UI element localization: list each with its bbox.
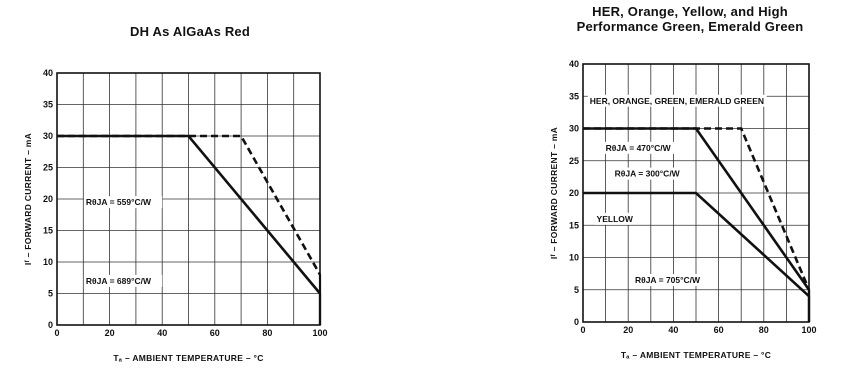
- series-line-0: [583, 127, 811, 291]
- annotation-bg: [594, 212, 631, 225]
- x-tick-label: 0: [580, 325, 585, 335]
- x-tick-label: 100: [312, 328, 327, 338]
- annotation-label: RθJA = 300°C/W: [615, 169, 681, 179]
- series-line-1: [583, 127, 811, 291]
- y-tick-label: 15: [43, 226, 53, 236]
- chart-panel-right: HER, Orange, Yellow, and High Performanc…: [420, 0, 846, 378]
- x-axis-label: Tₐ – AMBIENT TEMPERATURE – °C: [621, 350, 771, 360]
- x-tick-label: 0: [54, 328, 59, 338]
- y-axis-label: Iᶠ – FORWARD CURRENT – mA: [23, 133, 33, 265]
- x-tick-label: 20: [105, 328, 115, 338]
- x-tick-label: 80: [759, 325, 769, 335]
- x-tick-label: 60: [210, 328, 220, 338]
- y-tick-label: 40: [569, 59, 579, 69]
- y-tick-label: 30: [43, 131, 53, 141]
- y-tick-label: 25: [43, 163, 53, 173]
- x-tick-label: 60: [714, 325, 724, 335]
- x-tick-label: 40: [668, 325, 678, 335]
- y-tick-label: 25: [569, 156, 579, 166]
- y-tick-label: 0: [574, 317, 579, 327]
- y-tick-label: 0: [48, 320, 53, 330]
- chart-title: HER, Orange, Yellow, and High Performanc…: [540, 4, 840, 34]
- y-tick-label: 5: [48, 289, 53, 299]
- y-tick-label: 20: [43, 194, 53, 204]
- y-tick-label: 40: [43, 68, 53, 78]
- y-tick-label: 10: [43, 257, 53, 267]
- annotation-label: YELLOW: [597, 214, 634, 224]
- x-tick-label: 80: [262, 328, 272, 338]
- annotation-label: RθJA = 689°C/W: [86, 276, 152, 286]
- y-tick-label: 35: [43, 100, 53, 110]
- chart-title-line: DH As AlGaAs Red: [130, 24, 250, 39]
- y-tick-label: 5: [574, 285, 579, 295]
- annotation-bg: [603, 141, 682, 154]
- chart-left: 0 20 40 60 80 100 0 5 10 15 20 25 30 35 40 Tₐ – AMBIENT…: [23, 68, 328, 363]
- chart-right: 0 20 40 60 80 100 0 5 10 15 20 25 30 35 40 Tₐ – AMBIENT…: [549, 59, 817, 360]
- x-axis-label: Tₐ – AMBIENT TEMPERATURE – °C: [113, 353, 263, 363]
- annotation-bg: [632, 274, 712, 287]
- y-tick-label: 20: [569, 188, 579, 198]
- chart-title: DH As AlGaAs Red: [40, 24, 340, 39]
- annotation-bg: [612, 167, 691, 180]
- annotation-bg: [83, 196, 163, 209]
- y-tick-label: 30: [569, 124, 579, 134]
- chart-panel-left: DH As AlGaAs Red 0 20 40 60 80 100 0 5 10 15 20 25 3…: [0, 0, 420, 378]
- plot-frame: [56, 72, 321, 326]
- annotation-label: HER, ORANGE, GREEN, EMERALD GREEN: [590, 96, 764, 106]
- series-line-2: [583, 191, 810, 298]
- y-axis-label: Iᶠ – FORWARD CURRENT – mA: [549, 127, 559, 259]
- annotation-label: RθJA = 559°C/W: [86, 197, 152, 207]
- chart-title-line-2: Performance Green, Emerald Green: [576, 19, 804, 34]
- x-tick-label: 100: [801, 325, 816, 335]
- chart-title-line-1: HER, Orange, Yellow, and High: [592, 4, 788, 19]
- series-line-1: [57, 134, 321, 295]
- y-tick-label: 35: [569, 91, 579, 101]
- y-tick-label: 10: [569, 253, 579, 263]
- annotation-label: RθJA = 470°C/W: [606, 143, 672, 153]
- x-tick-label: 40: [157, 328, 167, 338]
- y-tick-label: 15: [569, 220, 579, 230]
- annotation-label: RθJA = 705°C/W: [635, 275, 701, 285]
- x-tick-label: 20: [623, 325, 633, 335]
- annotation-bg: [587, 94, 767, 107]
- annotation-bg: [83, 274, 163, 287]
